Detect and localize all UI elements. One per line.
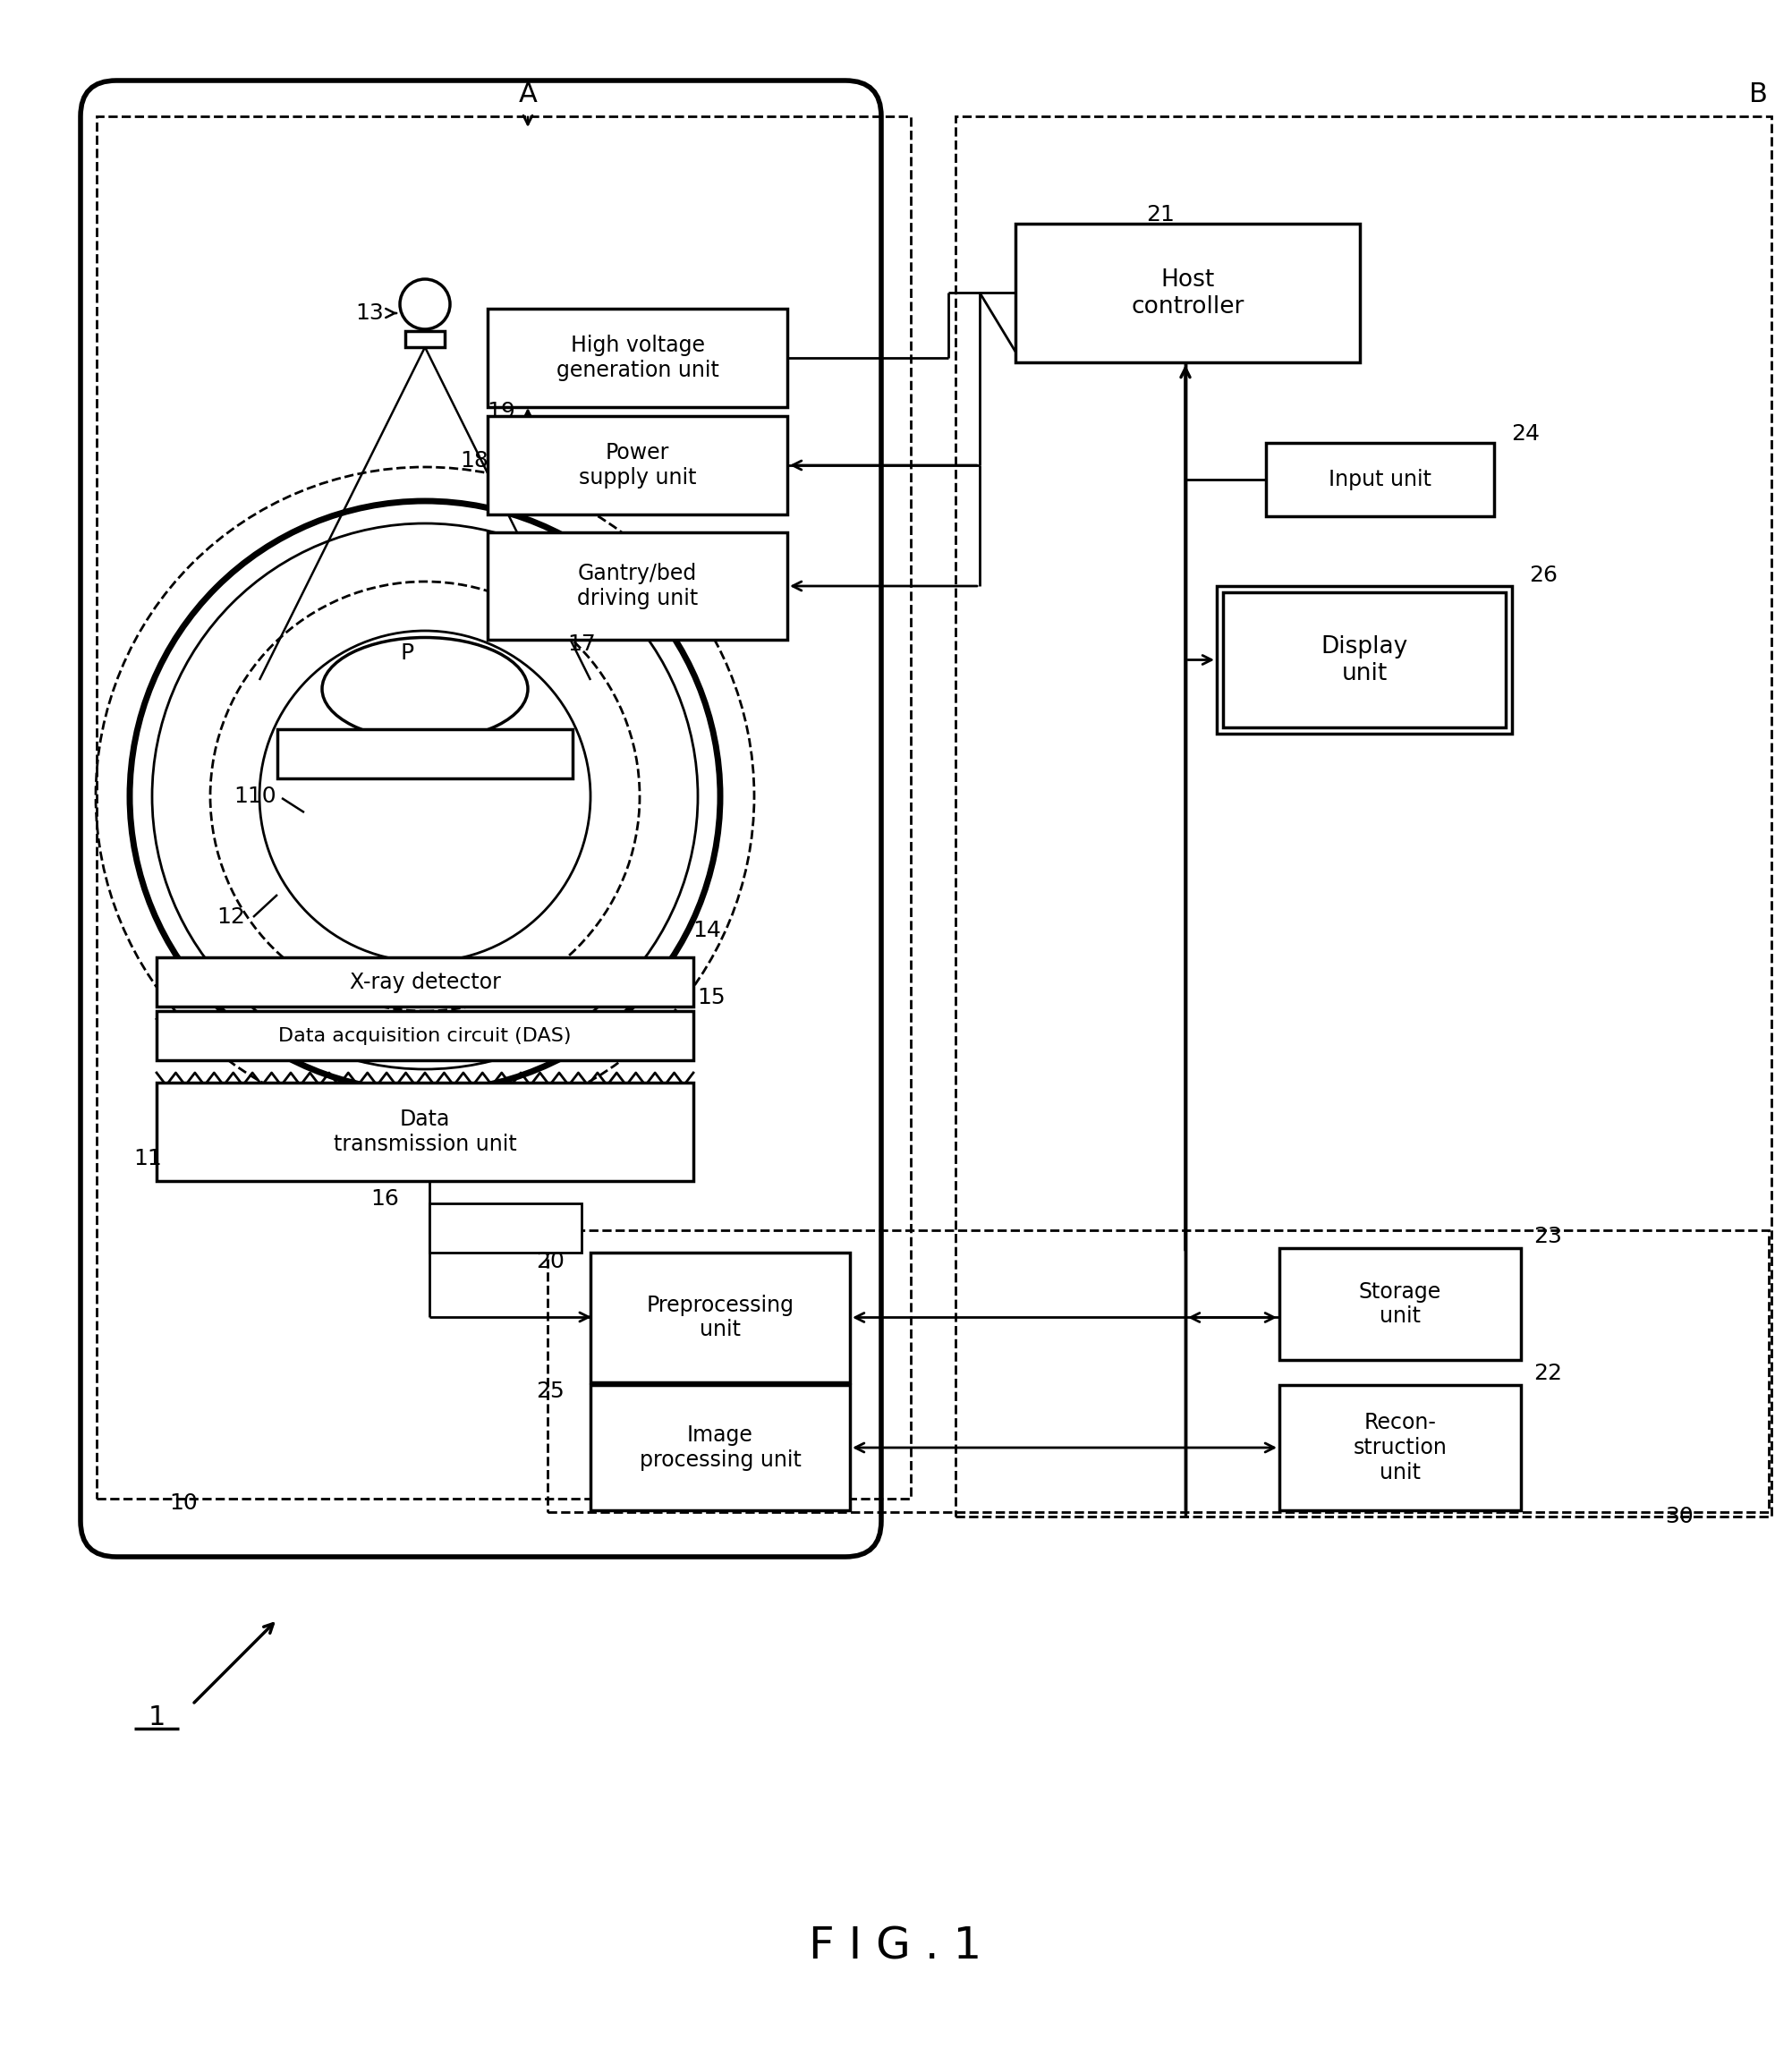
- Text: 11: 11: [133, 1148, 161, 1169]
- Bar: [591, 1386, 849, 1510]
- Bar: [156, 958, 694, 1006]
- Bar: [1217, 586, 1512, 733]
- Bar: [487, 533, 787, 640]
- Circle shape: [400, 279, 450, 328]
- Text: X-ray detector: X-ray detector: [349, 971, 500, 993]
- Text: Display
unit: Display unit: [1321, 634, 1409, 686]
- Bar: [430, 1204, 582, 1253]
- Text: 23: 23: [1534, 1227, 1563, 1247]
- Text: 20: 20: [536, 1251, 564, 1272]
- Text: Data
transmission unit: Data transmission unit: [333, 1109, 516, 1154]
- Text: 14: 14: [692, 919, 720, 942]
- Bar: [278, 729, 573, 779]
- Text: Recon-
struction
unit: Recon- struction unit: [1353, 1412, 1448, 1483]
- Text: 19: 19: [487, 401, 516, 423]
- Text: Gantry/bed
driving unit: Gantry/bed driving unit: [577, 564, 697, 609]
- Text: 16: 16: [371, 1187, 400, 1210]
- Bar: [548, 1231, 1769, 1512]
- Text: Storage
unit: Storage unit: [1358, 1280, 1441, 1328]
- Text: P: P: [400, 642, 414, 663]
- Text: Power
supply unit: Power supply unit: [579, 442, 697, 489]
- Bar: [405, 330, 444, 347]
- Text: 24: 24: [1511, 423, 1539, 444]
- FancyBboxPatch shape: [81, 81, 882, 1557]
- Text: 10: 10: [168, 1493, 197, 1514]
- Text: F I G . 1: F I G . 1: [810, 1925, 982, 1968]
- Text: 17: 17: [568, 634, 595, 655]
- Text: A: A: [518, 81, 538, 107]
- Bar: [1279, 1247, 1521, 1361]
- Text: B: B: [1749, 81, 1767, 107]
- Bar: [487, 415, 787, 514]
- Bar: [97, 116, 910, 1499]
- Bar: [156, 1082, 694, 1181]
- Text: Data acquisition circuit (DAS): Data acquisition circuit (DAS): [278, 1026, 572, 1045]
- Text: 15: 15: [697, 987, 726, 1008]
- Bar: [487, 308, 787, 407]
- Text: 1: 1: [149, 1706, 165, 1730]
- Text: 18: 18: [461, 450, 489, 471]
- Text: 30: 30: [1665, 1505, 1693, 1528]
- Text: 110: 110: [233, 785, 276, 807]
- Text: Preprocessing
unit: Preprocessing unit: [647, 1295, 794, 1340]
- Text: Input unit: Input unit: [1328, 469, 1432, 489]
- Text: 13: 13: [355, 301, 383, 324]
- Text: 21: 21: [1147, 204, 1176, 225]
- Text: Host
controller: Host controller: [1131, 268, 1244, 318]
- Text: 12: 12: [217, 907, 246, 927]
- Bar: [1222, 593, 1505, 727]
- Bar: [156, 1012, 694, 1059]
- Text: 25: 25: [536, 1381, 564, 1402]
- Bar: [1265, 442, 1495, 516]
- Text: 26: 26: [1529, 564, 1557, 586]
- Bar: [1279, 1386, 1521, 1510]
- Text: High voltage
generation unit: High voltage generation unit: [556, 335, 719, 382]
- Text: Image
processing unit: Image processing unit: [640, 1425, 801, 1470]
- Bar: [955, 116, 1772, 1516]
- Text: 22: 22: [1534, 1363, 1563, 1384]
- Bar: [1016, 223, 1360, 361]
- Bar: [591, 1253, 849, 1381]
